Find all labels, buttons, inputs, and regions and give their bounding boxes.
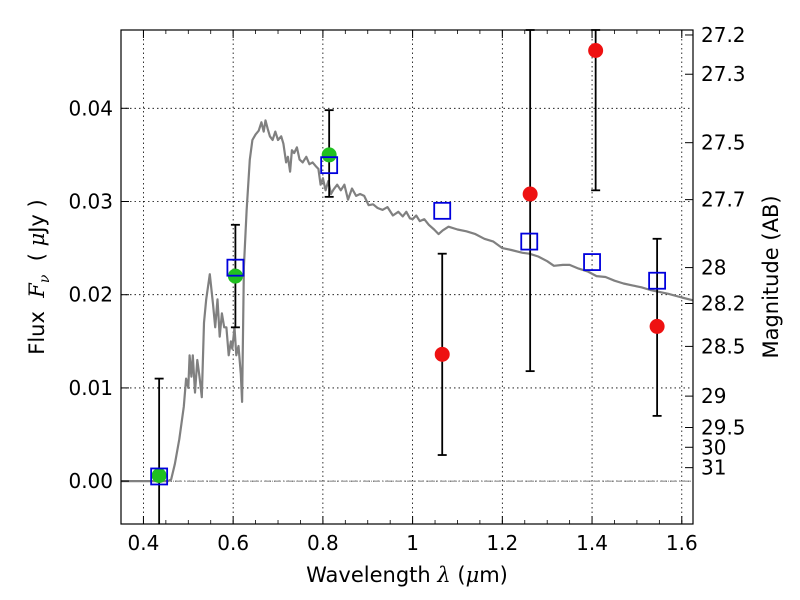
axis-ticks — [120, 30, 693, 524]
y-axis-label: Flux Fν ( μJy ) — [25, 199, 53, 354]
data-point — [649, 318, 665, 334]
magnitude-tick-label: 30 — [701, 435, 726, 459]
magnitude-tick-label: 27.7 — [701, 188, 746, 212]
x-tick-labels: 0.4 0.6 0.8 1 1.2 1.4 1.6 — [128, 531, 698, 555]
data-point — [321, 147, 337, 163]
magnitude-tick-label: 31 — [701, 456, 726, 480]
magnitude-tick-label: 27.5 — [701, 131, 746, 155]
x-tick-label: 0.4 — [128, 531, 160, 555]
x-tick-label: 1.4 — [576, 531, 608, 555]
model-photometry-point — [226, 258, 245, 277]
magnitude-tick-label: 28.2 — [701, 292, 746, 316]
grid — [121, 30, 693, 524]
data-point — [434, 346, 450, 362]
x-axis-label: Wavelength λ (μm) — [306, 563, 508, 587]
y-tick-labels: 0.00 0.01 0.02 0.03 0.04 — [68, 96, 113, 493]
y-tick-label: 0.01 — [68, 376, 113, 400]
model-photometry-point — [648, 271, 667, 290]
magnitude-tick-label: 29 — [701, 384, 726, 408]
model-photometry-point — [150, 467, 169, 486]
x-tick-label: 1.6 — [666, 531, 698, 555]
data-point — [522, 186, 538, 202]
plot-frame — [120, 29, 694, 525]
data-markers — [150, 43, 667, 486]
magnitude-axis-label: Magnitude (AB) — [759, 195, 783, 358]
x-tick-label: 1.2 — [486, 531, 518, 555]
y-tick-label: 0.03 — [68, 190, 113, 214]
y-tick-label: 0.04 — [68, 96, 113, 120]
data-point — [588, 43, 604, 59]
x-tick-label: 0.6 — [217, 531, 249, 555]
model-photometry-point — [520, 232, 539, 251]
model-photometry-point — [583, 253, 601, 271]
magnitude-tick-label: 28 — [701, 256, 726, 280]
data-point — [151, 468, 167, 484]
magnitude-tick-label: 27.3 — [701, 62, 746, 86]
model-spectrum-line — [121, 119, 694, 483]
x-tick-label: 0.8 — [307, 531, 339, 555]
model-photometry-point — [320, 156, 339, 175]
model-photometry-point — [433, 201, 452, 220]
y-tick-label: 0.02 — [68, 283, 113, 307]
y-tick-label: 0.00 — [68, 469, 113, 493]
x-tick-label: 1 — [406, 531, 419, 555]
magnitude-tick-label: 27.2 — [701, 23, 746, 47]
magnitude-tick-label: 29.5 — [701, 415, 746, 439]
model-spectrum — [121, 119, 694, 483]
magnitude-tick-label: 28.5 — [701, 334, 746, 358]
